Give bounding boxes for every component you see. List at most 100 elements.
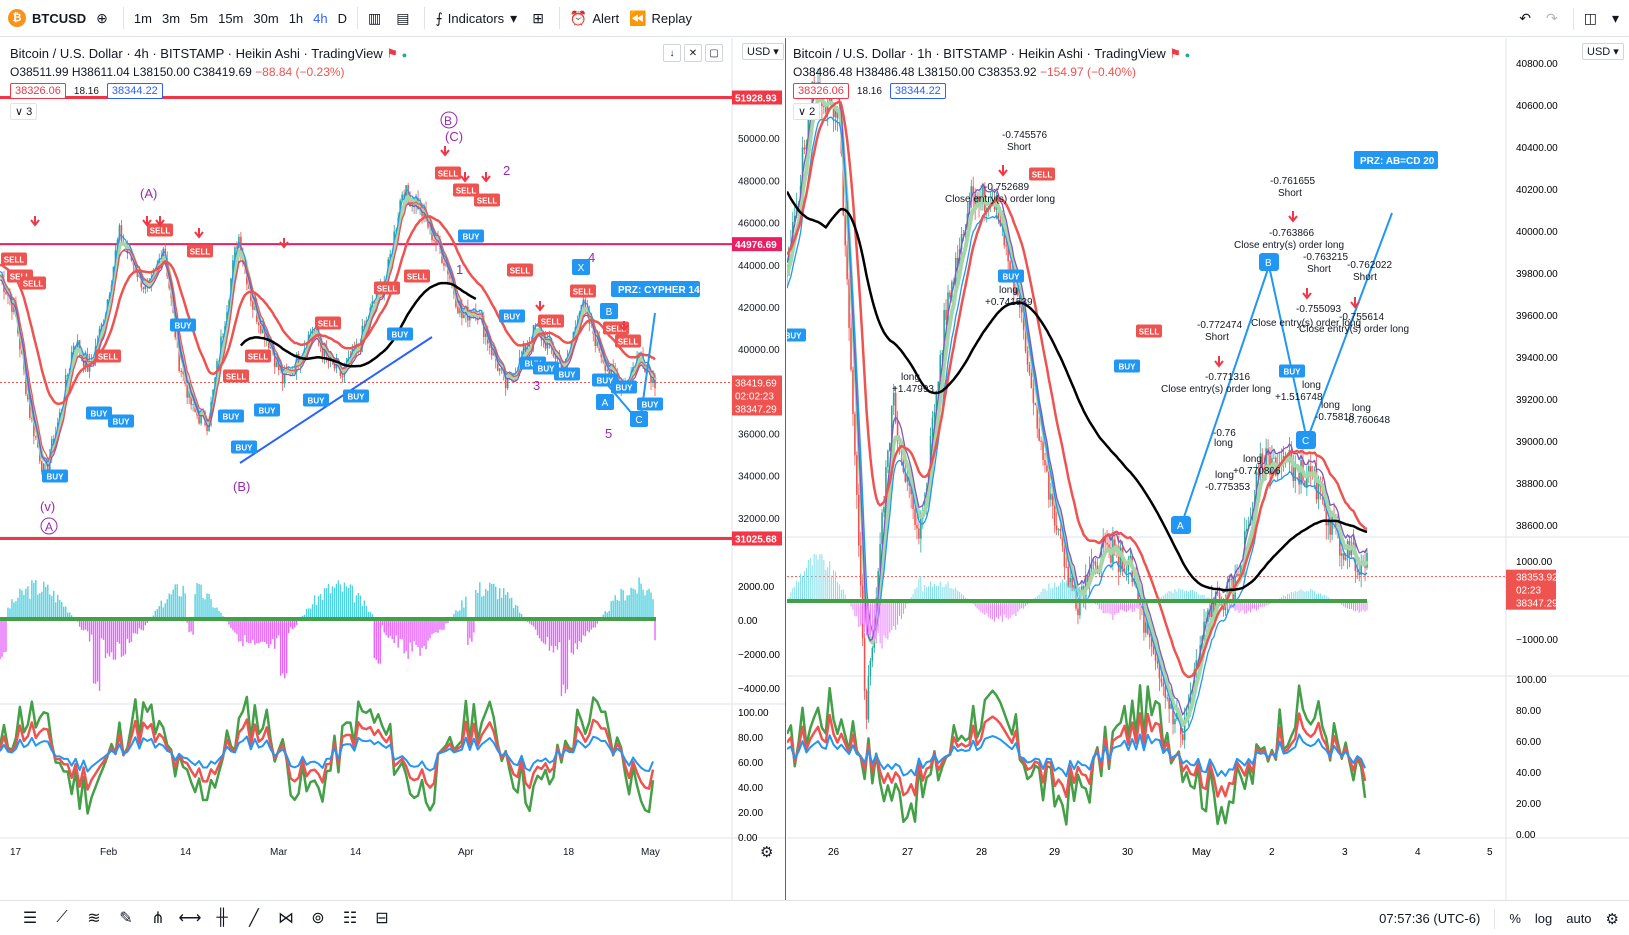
drawing-tools: ☰ ⟋ ≋ ✎ ⋔ ⟷ ╫ ╱ ⋈ ⊚ ☷ ⊟ — [14, 904, 398, 932]
interval-3m[interactable]: 3m — [161, 10, 181, 26]
xabcd-label: A — [602, 398, 609, 409]
last-price: 38353.92 — [1516, 573, 1558, 584]
interval-15m[interactable]: 15m — [218, 10, 244, 26]
right-chart-canvas[interactable]: 40800.00 40600.00 40400.00 40200.00 40000.00… — [787, 38, 1629, 900]
candle-body — [1048, 471, 1050, 500]
pitchfork-icon[interactable]: ⋔ — [151, 910, 165, 927]
sell-arrow-icon — [1214, 356, 1224, 368]
price-axis-bg — [732, 38, 785, 900]
line-icon[interactable]: ╱ — [249, 910, 259, 927]
settings-gear-icon[interactable]: ⚙ — [1605, 910, 1619, 928]
sell-signal-tag — [453, 183, 479, 197]
left-chart-canvas[interactable]: 50000.0048000.0046000.0044000.0042000.00… — [0, 38, 786, 900]
bar-style-button[interactable]: ▥ — [363, 4, 391, 32]
candle-body — [1040, 440, 1042, 442]
sell-price-badge[interactable]: 38326.06 — [793, 83, 849, 99]
interval-5m[interactable]: 5m — [190, 10, 209, 26]
candle-body — [863, 638, 866, 692]
maximize-icon[interactable]: ▢ — [705, 44, 723, 62]
undo-button[interactable]: ↶ — [1514, 5, 1541, 33]
interval-D[interactable]: D — [337, 10, 348, 26]
date-tick: Feb — [100, 847, 118, 858]
candle-body — [1236, 573, 1238, 577]
candle-body — [887, 450, 889, 467]
sell-signal-tag — [603, 321, 629, 335]
right-chart[interactable]: 40800.00 40600.00 40400.00 40200.00 40000.00… — [787, 38, 1629, 900]
date-tick: 27 — [902, 847, 914, 858]
osc2-tick: 60.00 — [1516, 737, 1541, 748]
osc2-tick: 100.00 — [1516, 675, 1547, 686]
sell-signal-tag — [315, 316, 341, 330]
candle-body — [1342, 553, 1345, 560]
clock-time[interactable]: 07:57:36 (UTC-6) — [1379, 911, 1481, 926]
sell-signal-tag — [435, 166, 461, 180]
replay-button[interactable]: ⏪ Replay — [624, 4, 697, 32]
brush-icon[interactable]: ✎ — [119, 910, 133, 927]
ruler-icon[interactable]: ╫ — [216, 909, 228, 926]
sell-signal-tag — [570, 284, 596, 298]
buy-signal-label: BUY — [504, 313, 522, 322]
sell-signal-tag — [1136, 324, 1162, 338]
interval-4h[interactable]: 4h — [313, 10, 328, 26]
interval-1h[interactable]: 1h — [288, 10, 304, 26]
candle-body — [504, 372, 507, 389]
spread-label: 18.16 — [73, 85, 99, 97]
osc2-tick: 80.00 — [738, 733, 763, 744]
templates-button[interactable]: ⊞ — [527, 4, 554, 32]
indicator-toggle[interactable]: ∨ 2 — [793, 103, 821, 120]
alert-button[interactable]: ⏰ Alert — [565, 4, 624, 32]
bitcoin-logo-icon: ₿ — [8, 9, 26, 27]
buy-signal-tag — [343, 389, 369, 403]
arrow-down-icon[interactable]: ↓ — [663, 44, 681, 62]
sell-signal-tag — [615, 334, 641, 348]
compare-button[interactable]: ⊕ — [91, 4, 118, 32]
candle-body — [896, 422, 899, 438]
trend-lines-icon[interactable]: ⟋ — [56, 909, 68, 926]
magnet-icon[interactable]: ⊚ — [311, 910, 325, 927]
menu-icon[interactable]: ☰ — [22, 910, 38, 927]
lock-icon[interactable]: ☷ — [342, 910, 358, 927]
left-chart[interactable]: 50000.00 48000.00 46000.00 44000.00 42000.00… — [0, 38, 786, 900]
xabcd-label: B — [606, 307, 613, 318]
pattern-icon[interactable]: ⋈ — [278, 910, 294, 927]
trade-annotation: Short — [1007, 142, 1031, 153]
flag-icon[interactable]: ⚑ — [386, 46, 399, 61]
chart-type-button[interactable]: ▤ — [391, 4, 419, 32]
indicators-button[interactable]: ⨍ Indicators ▾ — [430, 4, 527, 32]
sell-signal-tag — [147, 223, 173, 237]
redo-button[interactable]: ↷ — [1541, 5, 1568, 33]
bottom-right-controls: 07:57:36 (UTC-6) % log auto ⚙ — [1379, 901, 1619, 935]
buy-price-badge[interactable]: 38344.22 — [106, 83, 163, 99]
left-currency-selector[interactable]: USD ▾ — [742, 43, 784, 60]
candle-body — [972, 186, 975, 194]
indicator-toggle[interactable]: ∨ 3 — [10, 103, 38, 120]
sell-price-badge[interactable]: 38326.06 — [10, 83, 66, 99]
ohlc-high: H38611.04 — [71, 65, 130, 79]
date-tick: 30 — [1122, 847, 1134, 858]
measure-icon[interactable]: ⟷ — [178, 910, 202, 927]
candle-body — [1168, 697, 1170, 709]
candle-body — [859, 545, 862, 586]
candle-body — [1141, 605, 1143, 608]
auto-toggle[interactable]: auto — [1566, 911, 1592, 926]
layout-split-icon: ◫ — [1583, 10, 1597, 26]
candle-body — [198, 415, 200, 424]
trade-annotation: -0.75818 — [1315, 412, 1355, 423]
interval-30m[interactable]: 30m — [253, 10, 279, 26]
candle-body — [856, 455, 858, 495]
interval-1m[interactable]: 1m — [133, 10, 152, 26]
close-icon[interactable]: ✕ — [684, 44, 702, 62]
right-currency-selector[interactable]: USD ▾ — [1582, 43, 1624, 60]
settings-gear-icon[interactable]: ⚙ — [760, 844, 774, 861]
fib-icon[interactable]: ≋ — [87, 910, 101, 927]
symbol-search[interactable]: ₿ BTCUSD — [0, 4, 91, 32]
flag-icon[interactable]: ⚑ — [1169, 46, 1182, 61]
percent-toggle[interactable]: % — [1509, 911, 1521, 926]
buy-price-badge[interactable]: 38344.22 — [889, 83, 946, 99]
more-layout-button[interactable]: ▾ — [1607, 5, 1629, 33]
layers-icon[interactable]: ⊟ — [375, 910, 389, 927]
log-toggle[interactable]: log — [1534, 911, 1553, 926]
candle-body — [1174, 719, 1176, 725]
buy-signal-label: BUY — [175, 322, 193, 331]
layout-button[interactable]: ◫ — [1579, 5, 1607, 33]
